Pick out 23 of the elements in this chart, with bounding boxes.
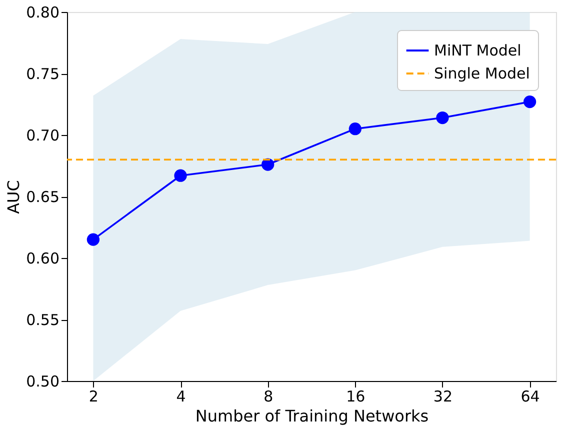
y-tick-label: 0.55 <box>26 311 60 329</box>
point <box>436 111 449 124</box>
y-tick-label: 0.50 <box>26 372 60 390</box>
y-axis-title: AUC <box>4 180 24 214</box>
legend-label: Single Model <box>434 64 530 82</box>
y-tick-label: 0.80 <box>26 4 60 22</box>
x-axis-title: Number of Training Networks <box>195 406 429 426</box>
point <box>348 122 362 136</box>
y-tick-label: 0.65 <box>26 188 60 206</box>
x-tick-label: 16 <box>346 388 366 406</box>
x-tick-label: 32 <box>433 388 453 406</box>
x-tick-label: 2 <box>88 388 98 406</box>
y-tick-label: 0.60 <box>26 250 60 268</box>
legend-label: MiNT Model <box>434 42 522 60</box>
x-tick-label: 8 <box>264 388 274 406</box>
point <box>523 95 536 108</box>
y-tick-label: 0.75 <box>26 65 60 83</box>
x-tick-label: 64 <box>520 388 540 406</box>
point <box>174 169 187 182</box>
point <box>86 233 100 246</box>
x-tick-label: 4 <box>176 388 186 406</box>
y-tick-label: 0.70 <box>26 126 60 144</box>
point <box>262 158 274 171</box>
